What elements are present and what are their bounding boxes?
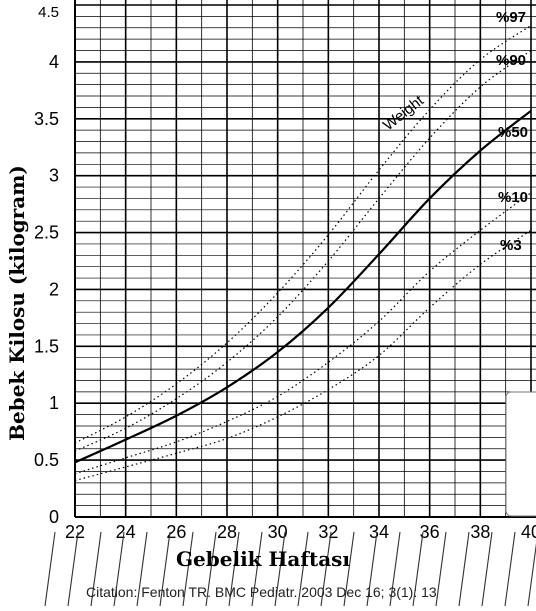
y-tick-label: 3.5 <box>34 109 59 129</box>
hatch-stroke <box>297 531 309 607</box>
y-axis-label: Bebek Kilosu (kilogram) <box>5 165 29 441</box>
x-tick-label: 32 <box>318 522 338 542</box>
hatch-stroke <box>67 531 79 607</box>
hatch-stroke <box>159 531 171 607</box>
hatch-stroke <box>412 531 424 607</box>
x-tick-label: 34 <box>369 522 389 542</box>
series-labels: %97 %90 %50 %10 %3 <box>496 9 528 254</box>
hatch-stroke <box>504 531 516 607</box>
hatch-stroke <box>320 531 332 607</box>
hatch-stroke <box>481 531 493 607</box>
x-tick-label: 26 <box>166 522 186 542</box>
hatch-stroke <box>182 531 194 607</box>
series-lines <box>74 24 532 482</box>
y-tick-label: 0 <box>49 507 59 527</box>
legend-box <box>505 391 536 517</box>
x-tick-label: 36 <box>420 522 440 542</box>
hatch-stroke <box>366 531 378 607</box>
hatch-stroke <box>458 531 470 607</box>
hatch-stroke <box>113 531 125 607</box>
y-tick-label: 1 <box>49 393 59 413</box>
x-tick-label: 22 <box>65 522 85 542</box>
y-tick-label: 2 <box>49 279 59 299</box>
hatch-stroke <box>136 531 148 607</box>
series-label-p10: %10 <box>498 189 528 206</box>
y-tick-label: 2.5 <box>34 223 59 243</box>
series-label-p90: %90 <box>496 52 526 69</box>
hatch-stroke <box>90 531 102 607</box>
series-line-p3 <box>74 229 532 482</box>
hatch-stroke <box>44 531 56 607</box>
hatch-stroke <box>205 531 217 607</box>
x-tick-label: 38 <box>470 522 490 542</box>
x-tick-label: 24 <box>116 522 136 542</box>
x-axis-label: Gebelik Haftası <box>176 547 350 571</box>
hatch-stroke <box>389 531 401 607</box>
y-tick-label: 1.5 <box>34 336 59 356</box>
series-label-p97: %97 <box>496 9 526 26</box>
x-tick-label: 28 <box>217 522 237 542</box>
y-tick-label: 4.5 <box>38 4 59 21</box>
hatch-stroke <box>343 531 355 607</box>
citation: Citation: Fenton TR. BMC Pediatr. 2003 D… <box>86 584 437 600</box>
grid <box>74 0 536 518</box>
tick-labels: 22 24 26 28 30 32 34 36 38 40 0 0.5 1 1.5 2 2.5 3 3.5 4 4.5 <box>34 4 536 542</box>
hatch-stroke <box>228 531 240 607</box>
hatch-stroke <box>435 531 447 607</box>
x-tick-label: 40 <box>521 522 536 542</box>
series-label-p3: %3 <box>500 237 522 254</box>
series-line-p50 <box>74 109 532 464</box>
series-label-p50: %50 <box>498 124 528 141</box>
x-tick-label: 30 <box>268 522 288 542</box>
hatch-band <box>44 531 536 607</box>
hatch-stroke <box>274 531 286 607</box>
y-tick-label: 3 <box>49 166 59 186</box>
series-line-p97 <box>74 24 532 444</box>
hatch-stroke <box>251 531 263 607</box>
y-tick-label: 0.5 <box>34 450 59 470</box>
y-tick-label: 4 <box>49 52 59 72</box>
series-line-p90 <box>74 50 532 452</box>
hatch-stroke <box>527 542 536 607</box>
